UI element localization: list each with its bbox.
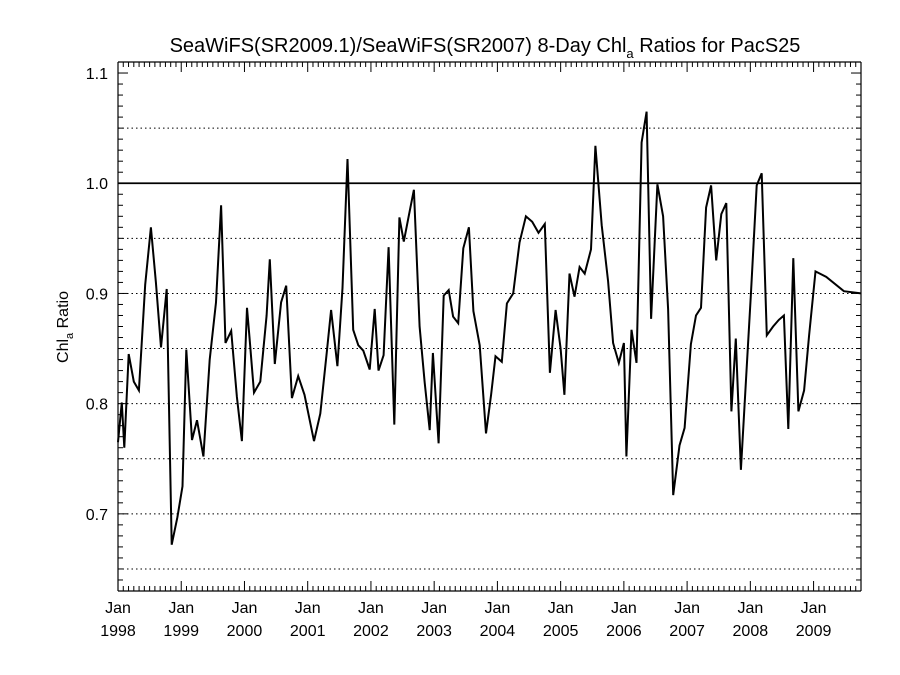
x-tick-labels: Jan 1998 Jan 1999 Jan 2000 Jan 2001 Jan 2002 Jan 20… bbox=[100, 600, 831, 640]
y-tick-label: 1.1 bbox=[86, 66, 108, 83]
x-tick-label-year: 2001 bbox=[290, 623, 326, 640]
y-axis-label-suffix: Ratio bbox=[55, 291, 72, 333]
x-tick-label-month: Jan bbox=[485, 600, 511, 617]
series-layer bbox=[117, 111, 862, 545]
x-tick-label-month: Jan bbox=[737, 600, 763, 617]
x-tick-label-year: 2008 bbox=[733, 623, 769, 640]
x-tick-label-month: Jan bbox=[421, 600, 447, 617]
chart-title-subscript: a bbox=[626, 46, 634, 61]
x-tick-label-year: 2000 bbox=[227, 623, 263, 640]
x-tick-label-month: Jan bbox=[611, 600, 637, 617]
y-axis-label-subscript: a bbox=[64, 332, 76, 339]
x-tick-label-year: 1999 bbox=[163, 623, 199, 640]
x-tick-label-month: Jan bbox=[801, 600, 827, 617]
y-tick-labels: 0.7 0.8 0.9 1.0 1.1 bbox=[86, 66, 108, 524]
x-tick-label-year: 2007 bbox=[669, 623, 705, 640]
x-tick-label-year: 2009 bbox=[796, 623, 832, 640]
x-tick-label-month: Jan bbox=[105, 600, 131, 617]
x-tick-label-year: 2004 bbox=[480, 623, 516, 640]
gridlines bbox=[118, 127, 861, 570]
series-line bbox=[117, 111, 862, 545]
y-tick-label: 0.7 bbox=[86, 507, 108, 524]
x-tick-label-month: Jan bbox=[358, 600, 384, 617]
y-tick-label: 1.0 bbox=[86, 176, 108, 193]
y-tick-label: 0.8 bbox=[86, 397, 108, 414]
x-tick-label-month: Jan bbox=[232, 600, 258, 617]
tick-marks bbox=[117, 61, 862, 592]
x-tick-label-year: 1998 bbox=[100, 623, 136, 640]
x-tick-label-month: Jan bbox=[168, 600, 194, 617]
x-tick-label-year: 2002 bbox=[353, 623, 389, 640]
x-tick-label-year: 2006 bbox=[606, 623, 642, 640]
chart-title: SeaWiFS(SR2009.1)/SeaWiFS(SR2007) 8-Day … bbox=[170, 35, 801, 61]
x-tick-label-year: 2005 bbox=[543, 623, 579, 640]
y-axis-label-main: Chl bbox=[55, 339, 72, 363]
y-tick-label: 0.9 bbox=[86, 286, 108, 303]
chart-title-suffix: Ratios for PacS25 bbox=[634, 35, 801, 57]
x-tick-label-year: 2003 bbox=[416, 623, 452, 640]
y-axis-label: Chla Ratio bbox=[55, 291, 76, 363]
x-tick-label-month: Jan bbox=[295, 600, 321, 617]
x-tick-label-month: Jan bbox=[548, 600, 574, 617]
x-tick-label-month: Jan bbox=[674, 600, 700, 617]
chart-title-main: SeaWiFS(SR2009.1)/SeaWiFS(SR2007) 8-Day … bbox=[170, 35, 627, 57]
